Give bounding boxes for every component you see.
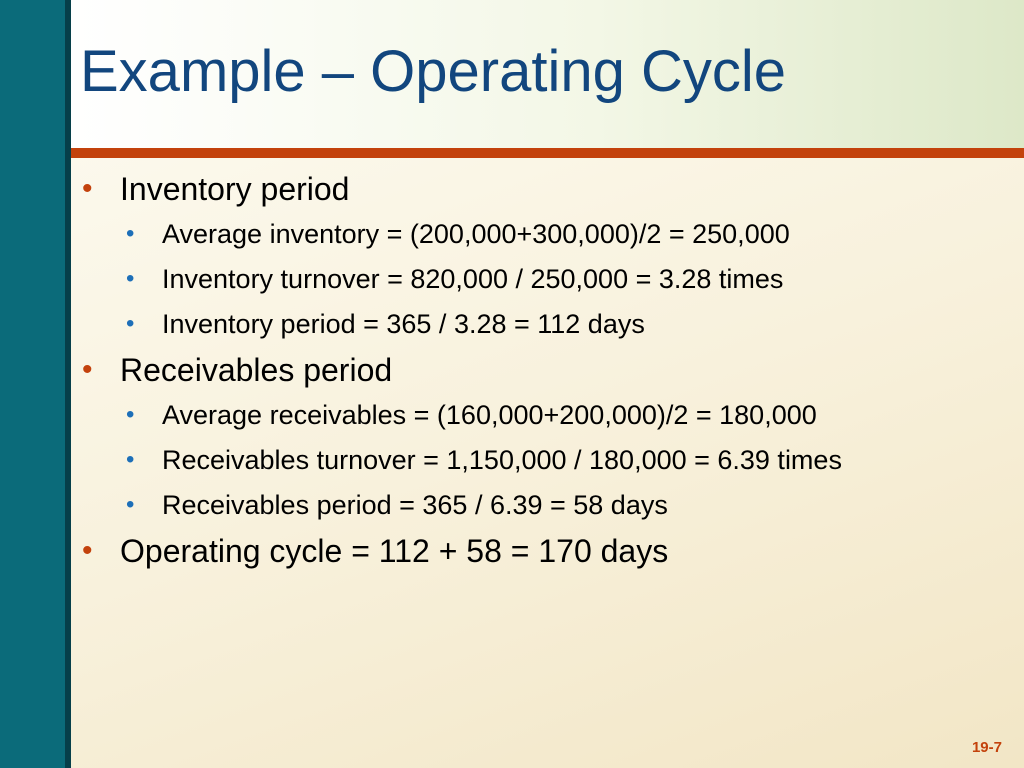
sub-bullet-receivables-turnover: • Receivables turnover = 1,150,000 / 180… — [80, 442, 906, 478]
slide-title: Example – Operating Cycle — [80, 39, 786, 104]
sub-bullet-dot-icon: • — [126, 401, 135, 428]
bullet-dot-icon: • — [82, 534, 93, 567]
bullet-label: Operating cycle = 112 + 58 = 170 days — [120, 533, 669, 569]
sub-bullet-dot-icon: • — [126, 220, 135, 247]
page-number: 19-7 — [971, 739, 1002, 756]
sub-bullet-dot-icon: • — [126, 446, 135, 473]
sub-bullet-text: Receivables turnover = 1,150,000 / 180,0… — [162, 445, 842, 475]
bullet-receivables-period: • Receivables period — [80, 351, 980, 389]
sub-bullet-inventory-period: • Inventory period = 365 / 3.28 = 112 da… — [80, 306, 906, 342]
bullet-operating-cycle: • Operating cycle = 112 + 58 = 170 days — [80, 532, 980, 570]
title-divider — [71, 148, 1024, 158]
sub-bullet-dot-icon: • — [126, 310, 135, 337]
sub-bullet-dot-icon: • — [126, 265, 135, 292]
sub-bullet-text: Inventory turnover = 820,000 / 250,000 =… — [162, 264, 784, 294]
sub-bullet-dot-icon: • — [126, 491, 135, 518]
bullet-dot-icon: • — [82, 172, 93, 205]
bullet-list: • Inventory period • Average inventory =… — [80, 170, 980, 578]
left-accent-bar-edge — [65, 0, 71, 768]
sub-bullet-text: Average receivables = (160,000+200,000)/… — [162, 400, 817, 430]
sub-bullet-average-receivables: • Average receivables = (160,000+200,000… — [80, 397, 906, 433]
bullet-inventory-period: • Inventory period — [80, 170, 980, 208]
sub-bullet-text: Receivables period = 365 / 6.39 = 58 day… — [162, 490, 668, 520]
sub-bullet-text: Inventory period = 365 / 3.28 = 112 days — [162, 309, 645, 339]
left-accent-bar — [0, 0, 65, 768]
bullet-label: Inventory period — [120, 171, 350, 207]
bullet-label: Receivables period — [120, 352, 393, 388]
sub-bullet-receivables-period: • Receivables period = 365 / 6.39 = 58 d… — [80, 487, 906, 523]
sub-bullet-text: Average inventory = (200,000+300,000)/2 … — [162, 219, 790, 249]
bullet-dot-icon: • — [82, 353, 93, 386]
title-background — [71, 0, 1024, 148]
sub-bullet-average-inventory: • Average inventory = (200,000+300,000)/… — [80, 216, 906, 252]
sub-bullet-inventory-turnover: • Inventory turnover = 820,000 / 250,000… — [80, 261, 906, 297]
